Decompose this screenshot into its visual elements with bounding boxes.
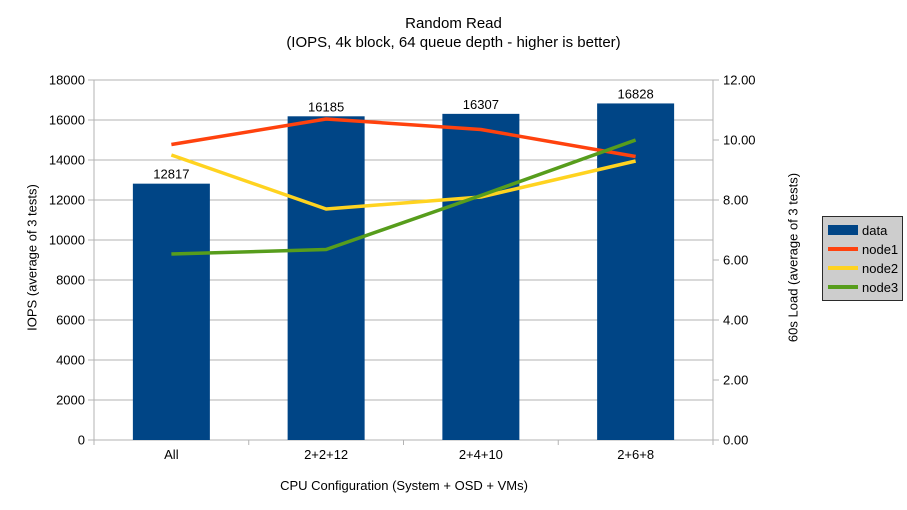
bar-value-label: 16828	[618, 86, 654, 101]
right-axis-tick-label: 4.00	[723, 313, 748, 328]
x-axis-title: CPU Configuration (System + OSD + VMs)	[280, 478, 528, 493]
left-axis-tick-label: 18000	[49, 73, 85, 88]
legend-label: node2	[862, 260, 899, 276]
legend-bar-swatch	[828, 225, 858, 235]
bar-2+6+8	[597, 103, 675, 440]
bar-value-label: 16185	[308, 99, 344, 114]
bar-value-label: 12817	[153, 167, 189, 182]
line-node1	[171, 117, 636, 159]
bar-2+2+12	[287, 116, 365, 441]
legend-item-data: data	[828, 222, 902, 238]
left-axis-title: IOPS (average of 3 tests)	[24, 184, 40, 331]
chart-subtitle: (IOPS, 4k block, 64 queue depth - higher…	[286, 34, 621, 51]
right-axis-tick-label: 8.00	[723, 193, 748, 208]
right-axis-tick-label: 6.00	[723, 253, 748, 268]
legend-line-swatch	[828, 266, 858, 270]
line-node2	[170, 153, 637, 211]
x-axis-category-label: 2+2+12	[304, 447, 348, 462]
right-axis-title: 60s Load (average of 3 tests)	[785, 172, 801, 343]
legend-line-swatch	[828, 247, 858, 251]
left-axis-tick-label: 0	[78, 433, 85, 448]
left-axis-tick-label: 16000	[49, 113, 85, 128]
legend-item-node3: node3	[828, 279, 902, 295]
legend: data node1 node2 node3	[822, 216, 903, 301]
left-axis-tick-label: 10000	[49, 233, 85, 248]
x-axis-category-label: 2+4+10	[459, 447, 503, 462]
legend-label: node1	[862, 241, 899, 257]
left-axis-tick-label: 4000	[56, 353, 85, 368]
left-axis-tick-label: 2000	[56, 393, 85, 408]
left-axis-tick-label: 8000	[56, 273, 85, 288]
chart-title-block: Random Read (IOPS, 4k block, 64 queue de…	[0, 14, 907, 52]
right-axis-tick-label: 2.00	[723, 373, 748, 388]
right-axis-tick-label: 12.00	[723, 73, 756, 88]
x-axis-category-label: 2+6+8	[617, 447, 654, 462]
legend-label: data	[862, 222, 888, 238]
legend-item-node1: node1	[828, 241, 902, 257]
bar-2+4+10	[442, 113, 520, 441]
left-axis-tick-label: 6000	[56, 313, 85, 328]
left-axis-tick-label: 14000	[49, 153, 85, 168]
bar-value-label: 16307	[463, 97, 499, 112]
chart-title: Random Read	[405, 15, 502, 32]
legend-label: node3	[862, 279, 899, 295]
line-node3	[171, 138, 637, 256]
left-axis-tick-label: 12000	[49, 193, 85, 208]
x-axis-category-label: All	[164, 447, 179, 462]
right-axis-tick-label: 0.00	[723, 433, 748, 448]
legend-line-swatch	[828, 285, 858, 289]
right-axis-tick-label: 10.00	[723, 133, 756, 148]
bar-All	[132, 183, 210, 440]
legend-item-node2: node2	[828, 260, 902, 276]
